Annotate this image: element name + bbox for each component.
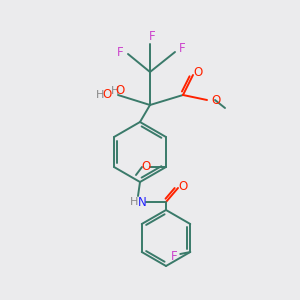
Text: F: F xyxy=(149,31,155,44)
Text: H: H xyxy=(130,197,138,207)
Text: O: O xyxy=(211,94,220,106)
Text: O: O xyxy=(141,160,151,173)
Text: H: H xyxy=(96,90,104,100)
Text: F: F xyxy=(171,250,178,262)
Text: N: N xyxy=(138,196,146,208)
Text: H: H xyxy=(111,86,119,96)
Text: O: O xyxy=(116,85,124,98)
Text: F: F xyxy=(179,43,185,56)
Text: O: O xyxy=(194,65,202,79)
Text: O: O xyxy=(178,179,188,193)
Text: O: O xyxy=(103,88,112,101)
Text: F: F xyxy=(117,46,123,59)
